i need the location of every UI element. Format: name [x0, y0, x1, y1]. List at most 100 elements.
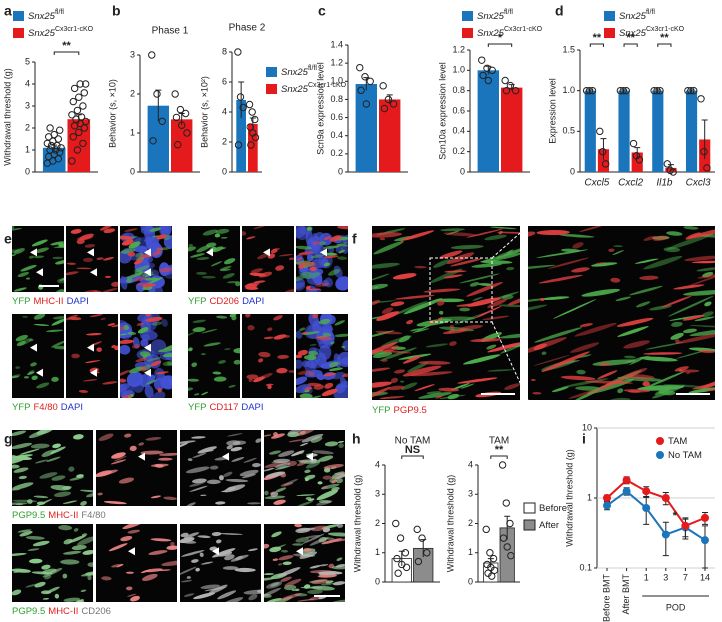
signal	[36, 382, 50, 389]
signal	[28, 255, 35, 259]
signal	[163, 496, 177, 501]
error-bar	[662, 521, 669, 557]
signal	[337, 226, 348, 230]
signal	[393, 300, 428, 316]
signal	[127, 331, 137, 335]
signal	[643, 235, 657, 241]
legend-name: Before	[539, 503, 567, 514]
signal	[403, 298, 443, 315]
signal	[264, 467, 276, 473]
signal	[400, 380, 405, 383]
signal	[324, 255, 339, 259]
signal	[104, 275, 112, 279]
signal	[89, 314, 103, 317]
signal	[449, 324, 455, 330]
signal	[132, 336, 140, 349]
signal	[235, 281, 240, 287]
series-line	[606, 489, 706, 541]
micrograph-background	[242, 226, 294, 292]
signal	[330, 341, 335, 345]
bar	[597, 149, 610, 172]
legend-superscript: fl/fl	[308, 65, 317, 72]
legend-superscript: fl/fl	[646, 9, 655, 16]
signal	[323, 245, 340, 249]
signal	[287, 460, 297, 467]
signal	[215, 539, 222, 544]
signal	[120, 344, 131, 355]
signal	[128, 366, 145, 374]
signal	[317, 571, 343, 575]
y-axis-label: Withdrawal threshold (g)	[564, 449, 574, 547]
signal	[652, 235, 669, 242]
signal	[120, 235, 134, 240]
signal	[553, 299, 597, 319]
signal	[322, 527, 331, 533]
signal	[322, 332, 332, 337]
signal	[321, 582, 334, 586]
signal	[54, 491, 72, 498]
signal	[390, 301, 405, 307]
signal	[683, 226, 699, 230]
data-point	[245, 100, 254, 109]
signal	[414, 265, 427, 269]
signal	[536, 230, 570, 236]
signal	[124, 228, 138, 232]
signal	[111, 452, 126, 459]
signal	[272, 558, 279, 561]
signal	[224, 258, 236, 265]
signal	[329, 235, 342, 242]
signal	[471, 263, 502, 268]
data-point	[700, 147, 708, 156]
micrograph	[188, 314, 240, 398]
signal	[118, 477, 134, 484]
bar	[171, 119, 193, 172]
signal	[53, 345, 64, 350]
signal	[323, 464, 344, 469]
signal	[257, 358, 264, 363]
data-point	[635, 156, 644, 164]
legend-swatch	[604, 28, 615, 38]
signal	[127, 593, 137, 597]
signal	[328, 563, 335, 569]
data-point	[181, 109, 190, 118]
signal	[183, 532, 200, 539]
signal	[551, 386, 569, 393]
signal	[533, 355, 570, 366]
signal	[319, 564, 329, 567]
signal	[270, 582, 280, 587]
signal	[282, 561, 292, 565]
micrograph	[12, 524, 93, 602]
bar	[236, 100, 246, 172]
signal	[126, 586, 133, 591]
signal	[145, 357, 162, 362]
signal	[28, 338, 34, 342]
signal	[201, 353, 206, 356]
signal	[296, 460, 316, 463]
signal	[40, 590, 52, 595]
signal	[305, 285, 311, 290]
legend-swatch	[523, 519, 536, 531]
signal	[33, 255, 45, 259]
y-tick-label: 2	[375, 518, 380, 528]
signal	[643, 352, 683, 355]
signal	[331, 565, 345, 570]
panel-letter: c	[318, 3, 326, 19]
arrowhead	[87, 248, 94, 257]
micrograph-background	[96, 524, 177, 602]
signal	[189, 481, 206, 487]
signal	[189, 253, 205, 258]
signal	[626, 374, 655, 380]
signal	[274, 462, 291, 468]
signal	[304, 323, 322, 339]
signal	[226, 445, 233, 450]
signal	[161, 560, 177, 567]
signal	[12, 488, 21, 491]
signal	[258, 372, 273, 380]
signal	[373, 349, 412, 354]
data-point	[153, 90, 161, 98]
y-tick-label: 1.2	[452, 44, 465, 54]
signal	[278, 555, 294, 561]
signal	[279, 593, 302, 601]
signal	[100, 317, 106, 320]
signal	[689, 329, 715, 337]
